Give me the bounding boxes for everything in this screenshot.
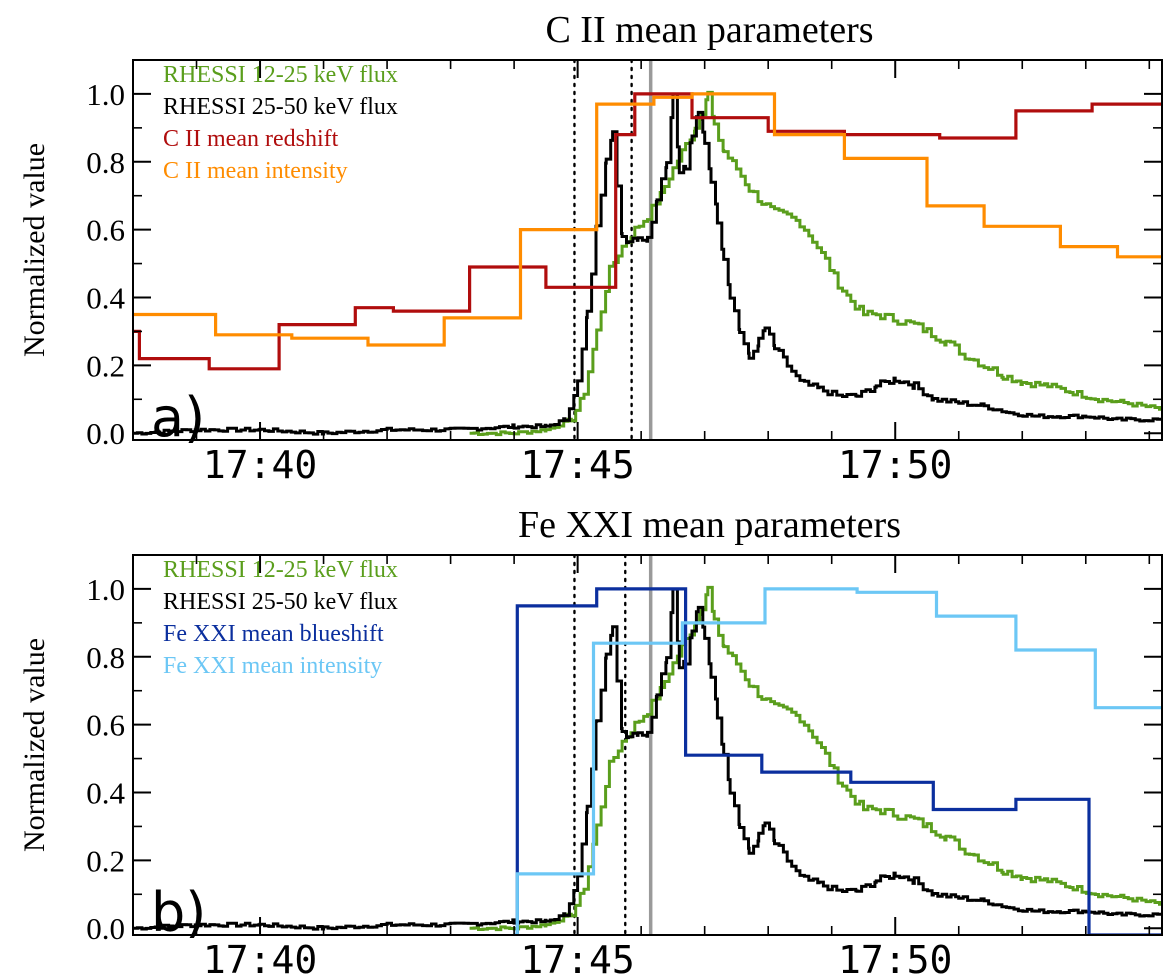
y-axis-label: Normalized value xyxy=(18,143,51,357)
legend-entry: C II mean intensity xyxy=(163,158,348,184)
y-tick-label: 0.8 xyxy=(86,145,125,180)
y-axis-label: Normalized value xyxy=(18,638,51,852)
series-line-1 xyxy=(469,585,1162,932)
series-line-3 xyxy=(514,587,1162,935)
panel-a: C II mean parameters Normalized value 0.0 0… xyxy=(18,9,1163,487)
y-tick-label: 0.0 xyxy=(86,911,125,946)
plot-frame xyxy=(132,554,1163,936)
legend-entry: Fe XXI mean intensity xyxy=(163,653,382,679)
legend-entry: RHESSI 12-25 keV flux xyxy=(163,557,398,583)
legend-entry: RHESSI 25-50 keV flux xyxy=(163,589,398,615)
panel-label: a) xyxy=(151,386,205,449)
y-tick-label: 0.4 xyxy=(86,776,125,811)
x-tick-label: 17:45 xyxy=(520,938,634,979)
y-tick-label: 0.4 xyxy=(86,281,125,316)
y-tick-label: 0.2 xyxy=(86,348,125,383)
y-tick-label: 0.6 xyxy=(86,213,125,248)
series-line-2 xyxy=(133,92,1162,436)
x-tick-label: 17:40 xyxy=(203,938,317,979)
y-tick-label: 0.6 xyxy=(86,708,125,743)
y-tick-label: 1.0 xyxy=(86,572,125,607)
plot-area xyxy=(133,60,1162,440)
y-tick-label: 0.2 xyxy=(86,843,125,878)
y-tick-label: 1.0 xyxy=(86,77,125,112)
chart-title: Fe XXI mean parameters xyxy=(518,504,901,546)
legend-entry: RHESSI 25-50 keV flux xyxy=(163,94,398,120)
series-line-3 xyxy=(133,92,1162,371)
panel-label: b) xyxy=(151,881,206,944)
legend-entry: C II mean redshift xyxy=(163,126,339,152)
panel-b: Fe XXI mean parameters Normalized value 0.… xyxy=(18,504,1163,979)
series-line-4 xyxy=(514,587,1162,935)
x-tick-label: 17:45 xyxy=(520,443,634,487)
y-tick-label: 0.8 xyxy=(86,640,125,675)
series-line-4 xyxy=(133,92,1162,347)
series-line-2 xyxy=(133,587,1162,931)
chart-title: C II mean parameters xyxy=(545,9,873,51)
series-line-1 xyxy=(469,90,1162,437)
x-tick-label: 17:50 xyxy=(838,938,952,979)
x-tick-label: 17:50 xyxy=(838,443,952,487)
plot-area xyxy=(133,555,1162,935)
legend-entry: Fe XXI mean blueshift xyxy=(163,621,384,647)
x-tick-label: 17:40 xyxy=(203,443,317,487)
plot-frame xyxy=(132,59,1163,441)
legend-entry: RHESSI 12-25 keV flux xyxy=(163,62,398,88)
y-tick-label: 0.0 xyxy=(86,416,125,451)
